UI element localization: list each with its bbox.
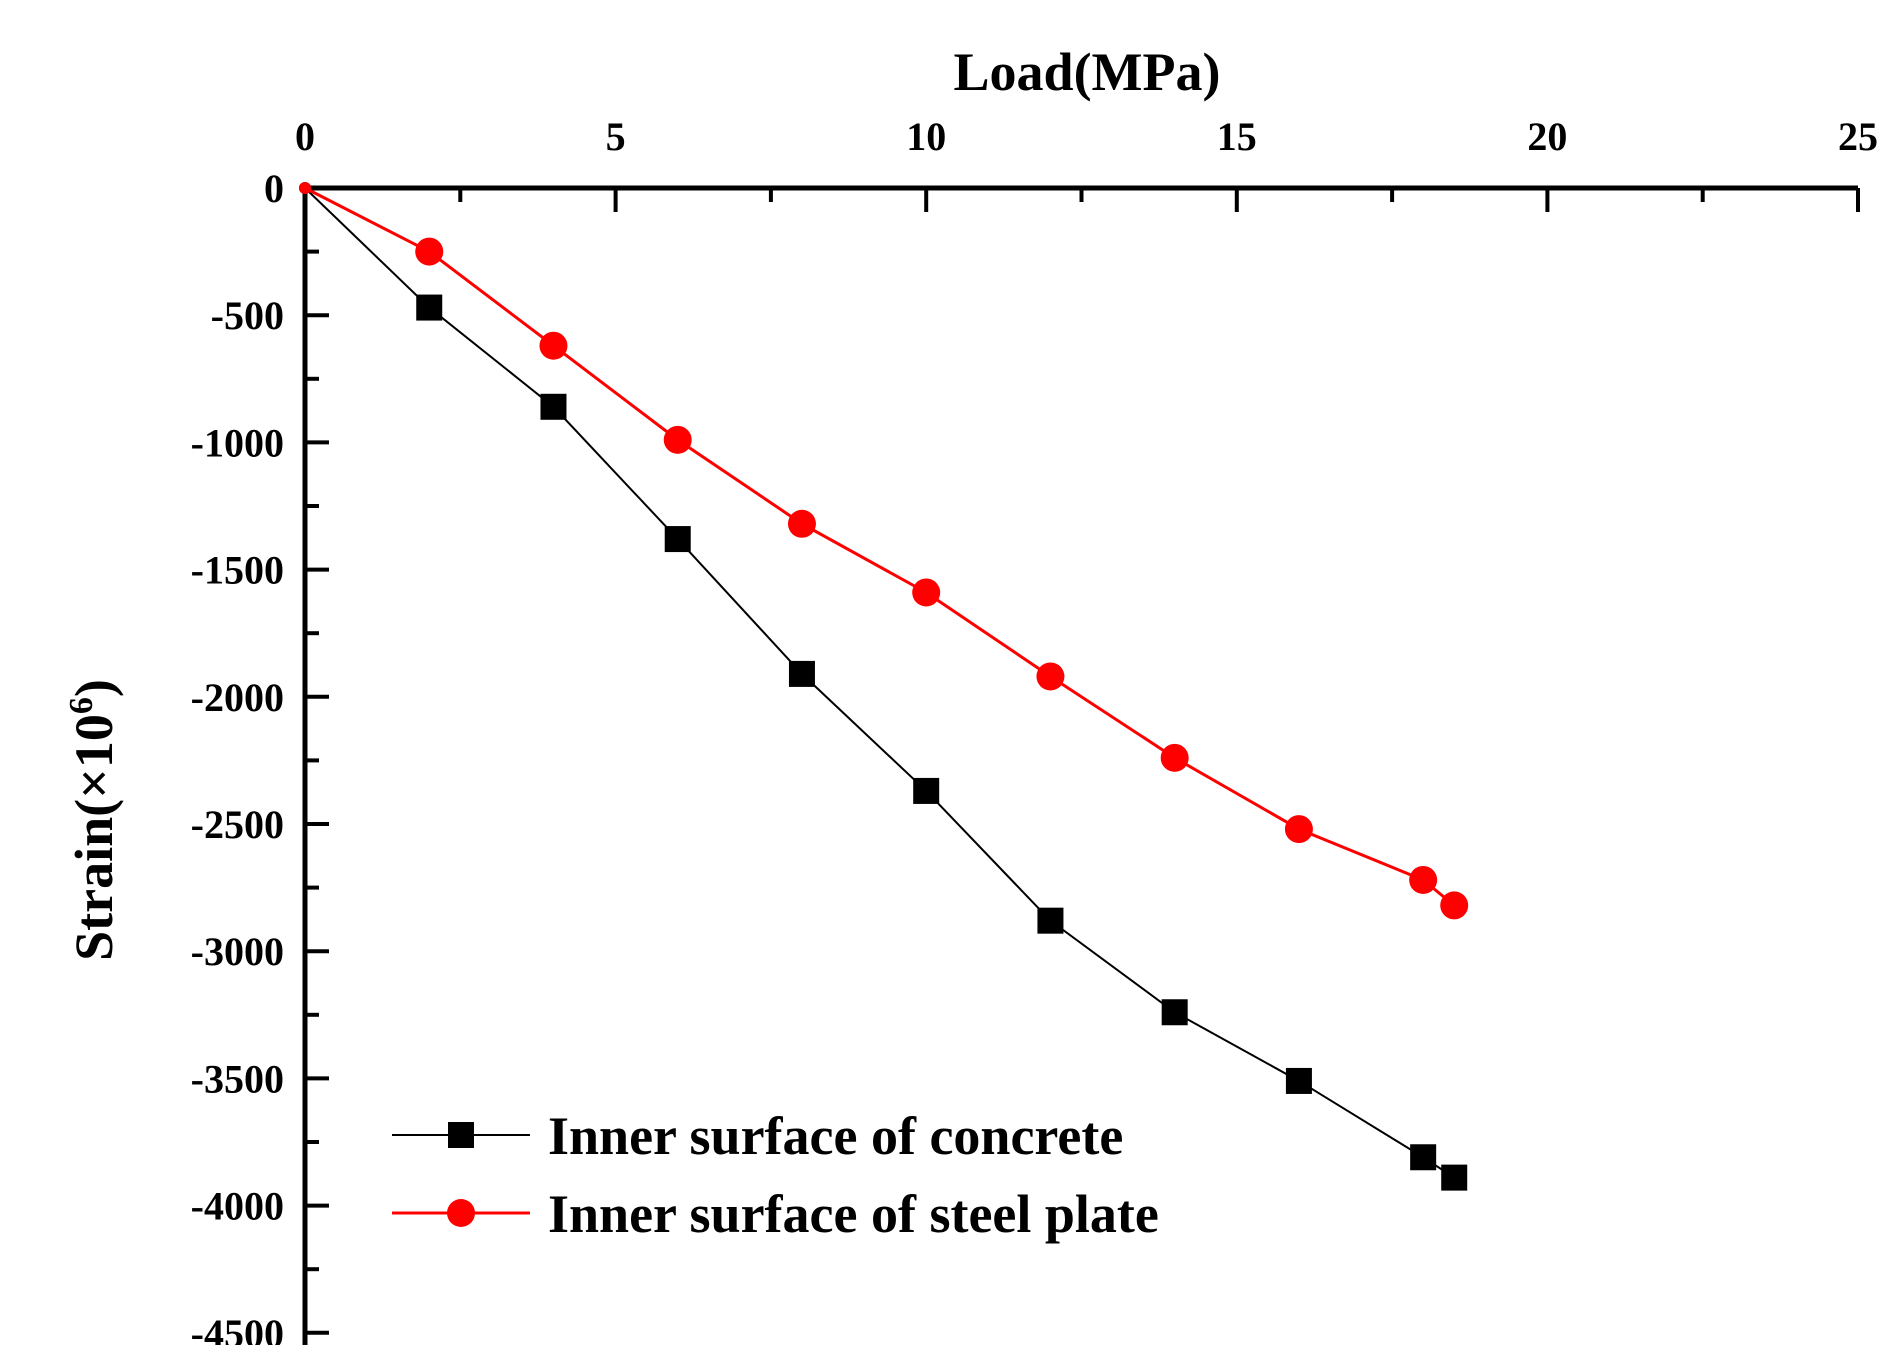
data-point [299, 182, 311, 194]
y-axis-ticks: 0 -500 -1000 -1500 -2000 -2500 -3000 -3500 -4000… [191, 166, 329, 1345]
data-point [540, 393, 567, 420]
data-point [416, 294, 443, 321]
axes [302, 185, 1858, 1345]
y-tick-label: -3000 [191, 929, 284, 974]
data-point [663, 425, 692, 454]
data-point [1161, 999, 1188, 1026]
data-point [1036, 662, 1065, 691]
legend-label-concrete: Inner surface of concrete [548, 1106, 1123, 1166]
data-point [787, 509, 816, 538]
y-axis-title-superscript: 6 [63, 697, 100, 714]
y-axis-title: Strain(×106) [63, 679, 124, 961]
x-tick-label: 10 [906, 114, 946, 159]
series-line [304, 187, 1455, 1179]
y-tick-label: -2500 [191, 802, 284, 847]
data-point [913, 777, 940, 804]
x-tick-label: 5 [606, 114, 626, 159]
y-tick-label: -1500 [191, 548, 284, 593]
series-steel-plate [299, 182, 1469, 920]
data-point [539, 331, 568, 360]
data-point [415, 237, 444, 266]
y-tick-label: -4000 [191, 1184, 284, 1229]
y-axis-title-main: Strain(×10 [64, 714, 124, 961]
data-point [1441, 1164, 1468, 1191]
x-tick-label: 20 [1527, 114, 1567, 159]
series-concrete [299, 182, 1468, 1191]
data-point [1285, 1067, 1312, 1094]
data-point [1409, 865, 1438, 894]
y-tick-label: 0 [264, 166, 284, 211]
y-tick-label: -1000 [191, 420, 284, 465]
x-axis-title: Load(MPa) [954, 42, 1221, 102]
legend: Inner surface of concrete Inner surface … [392, 1106, 1159, 1244]
data-point [664, 526, 691, 553]
y-tick-label: -4500 [191, 1311, 284, 1345]
data-point [1037, 907, 1064, 934]
y-tick-label: -500 [211, 293, 284, 338]
x-tick-label: 0 [295, 114, 315, 159]
y-tick-label: -3500 [191, 1056, 284, 1101]
legend-marker-circle [447, 1199, 475, 1227]
series-line [304, 186, 1456, 907]
data-point [1440, 891, 1469, 920]
series-layer [299, 182, 1469, 1191]
data-point [1410, 1144, 1437, 1171]
data-point [912, 578, 941, 607]
data-point [1160, 743, 1189, 772]
x-axis-ticks: 0 5 10 15 20 25 [295, 114, 1878, 212]
legend-label-steel-plate: Inner surface of steel plate [548, 1184, 1159, 1244]
data-point [788, 660, 815, 687]
y-axis-title-close: ) [64, 679, 124, 697]
y-tick-label: -2000 [191, 675, 284, 720]
x-tick-label: 15 [1217, 114, 1257, 159]
legend-marker-square [448, 1122, 474, 1148]
x-tick-label: 25 [1838, 114, 1878, 159]
data-point [1284, 815, 1313, 844]
